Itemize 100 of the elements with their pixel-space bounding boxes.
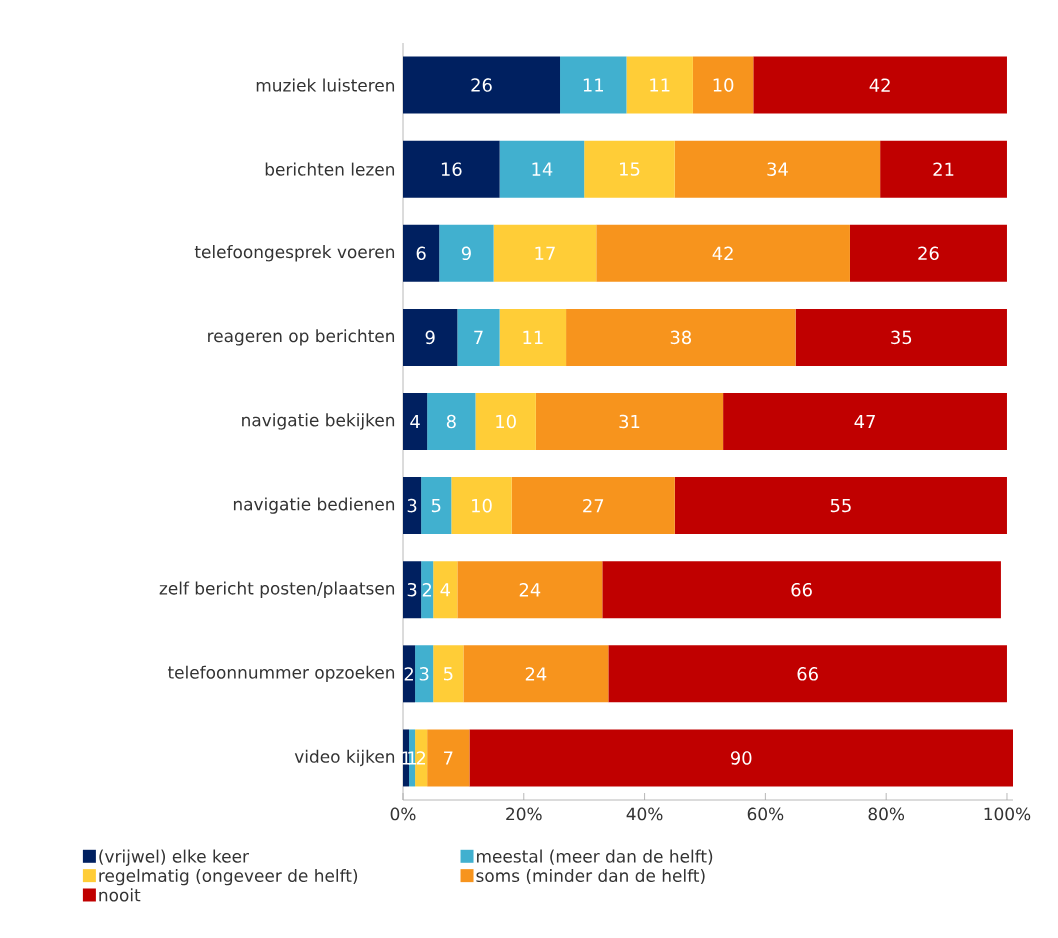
bar	[535, 393, 724, 451]
bar	[403, 140, 500, 198]
bar	[560, 56, 627, 114]
data-label: 31	[619, 414, 640, 429]
data-label: 10	[472, 498, 492, 513]
data-label: 4	[440, 583, 450, 597]
data-label: 34	[767, 162, 788, 176]
data-label: 9	[425, 330, 435, 345]
bar	[566, 308, 796, 366]
data-label: 11	[523, 330, 543, 344]
bar	[403, 645, 416, 703]
data-label: 47	[854, 414, 875, 429]
data-label: 8	[446, 414, 456, 429]
bar	[415, 729, 428, 787]
y-tick-label: navigatie bedienen	[233, 497, 395, 514]
bar	[421, 477, 452, 535]
bar	[608, 645, 1007, 703]
data-label: 42	[869, 78, 890, 92]
legend-label: meestal (meer dan de helft)	[477, 849, 713, 865]
y-tick-label: reageren op berichten	[208, 329, 395, 346]
data-label: 7	[444, 751, 453, 765]
bar	[602, 561, 1001, 619]
data-label: 15	[620, 162, 640, 176]
bar	[584, 140, 675, 198]
y-tick-label: telefoonnummer opzoeken	[167, 665, 395, 683]
data-label: 5	[431, 498, 441, 513]
bar	[475, 393, 536, 451]
y-tick-label: muziek luisteren	[256, 78, 395, 92]
bar	[849, 224, 1007, 282]
data-label: 9	[461, 246, 471, 261]
x-tick-label: 80%	[868, 807, 905, 821]
data-label: 66	[791, 582, 812, 597]
y-tick-label: telefoongesprek voeren	[194, 245, 395, 262]
data-label: 4	[410, 414, 420, 429]
bar	[415, 645, 434, 703]
bar	[403, 393, 428, 451]
y-tick-label: zelf bericht posten/plaatsen	[159, 581, 395, 598]
bar	[403, 561, 422, 619]
data-label: 26	[471, 78, 492, 92]
bar	[433, 645, 464, 703]
legend-label: regelmatig (ongeveer de helft)	[99, 868, 358, 886]
data-label: 2	[422, 583, 432, 597]
bar	[451, 477, 512, 535]
bar	[421, 561, 434, 619]
data-label: 6	[416, 246, 426, 261]
data-label: 3	[419, 667, 429, 681]
data-label: 11	[650, 78, 670, 92]
data-label: 3	[407, 582, 417, 597]
data-label: 10	[713, 78, 734, 92]
data-label: 16	[441, 162, 462, 176]
bar	[469, 729, 1014, 787]
data-label: 26	[918, 246, 939, 261]
bar	[692, 56, 754, 114]
bar	[674, 477, 1007, 535]
data-label: 55	[830, 498, 851, 513]
data-label: 21	[933, 162, 954, 176]
x-tick-label: 100%	[984, 807, 1031, 821]
data-label: 24	[519, 583, 541, 597]
data-label: 3	[407, 498, 417, 513]
y-tick-label: navigatie bekijken	[242, 413, 395, 430]
bar	[795, 308, 1007, 366]
x-tick-label: 0%	[390, 807, 416, 821]
data-label: 10	[496, 414, 516, 429]
data-label: 5	[443, 667, 453, 681]
bar	[511, 477, 675, 535]
data-label: 11	[583, 78, 603, 92]
bar	[499, 308, 567, 366]
legend-label: nooit	[99, 888, 141, 902]
data-label: 90	[730, 751, 752, 765]
bar	[403, 224, 440, 282]
bar	[626, 56, 693, 114]
data-label: 27	[583, 498, 604, 513]
bar	[596, 224, 850, 282]
data-label: 42	[712, 246, 733, 260]
data-label: 7	[474, 330, 483, 344]
bar	[403, 56, 561, 114]
bar	[439, 224, 494, 282]
bar	[433, 561, 458, 619]
data-label: 66	[797, 667, 818, 681]
bar	[723, 393, 1007, 451]
y-tick-label: berichten lezen	[265, 162, 395, 176]
data-label: 2	[416, 751, 426, 765]
bar	[499, 140, 585, 198]
data-label: 35	[891, 330, 912, 345]
bar	[403, 477, 422, 535]
bar	[880, 140, 1007, 198]
y-tick-label: video kijken	[294, 749, 395, 767]
bar	[457, 308, 500, 366]
bar	[457, 561, 603, 619]
x-tick-label: 60%	[747, 807, 784, 821]
bar	[674, 140, 881, 198]
legend-label: soms (minder dan de helft)	[476, 868, 705, 885]
legend-label: (vrijwel) elke keer	[99, 849, 249, 866]
bar	[427, 393, 476, 451]
bar	[463, 645, 609, 703]
data-label: 38	[670, 330, 692, 345]
data-label: 17	[535, 246, 555, 260]
data-label: 14	[532, 162, 553, 176]
bar	[493, 224, 597, 282]
x-tick-label: 20%	[506, 807, 542, 821]
